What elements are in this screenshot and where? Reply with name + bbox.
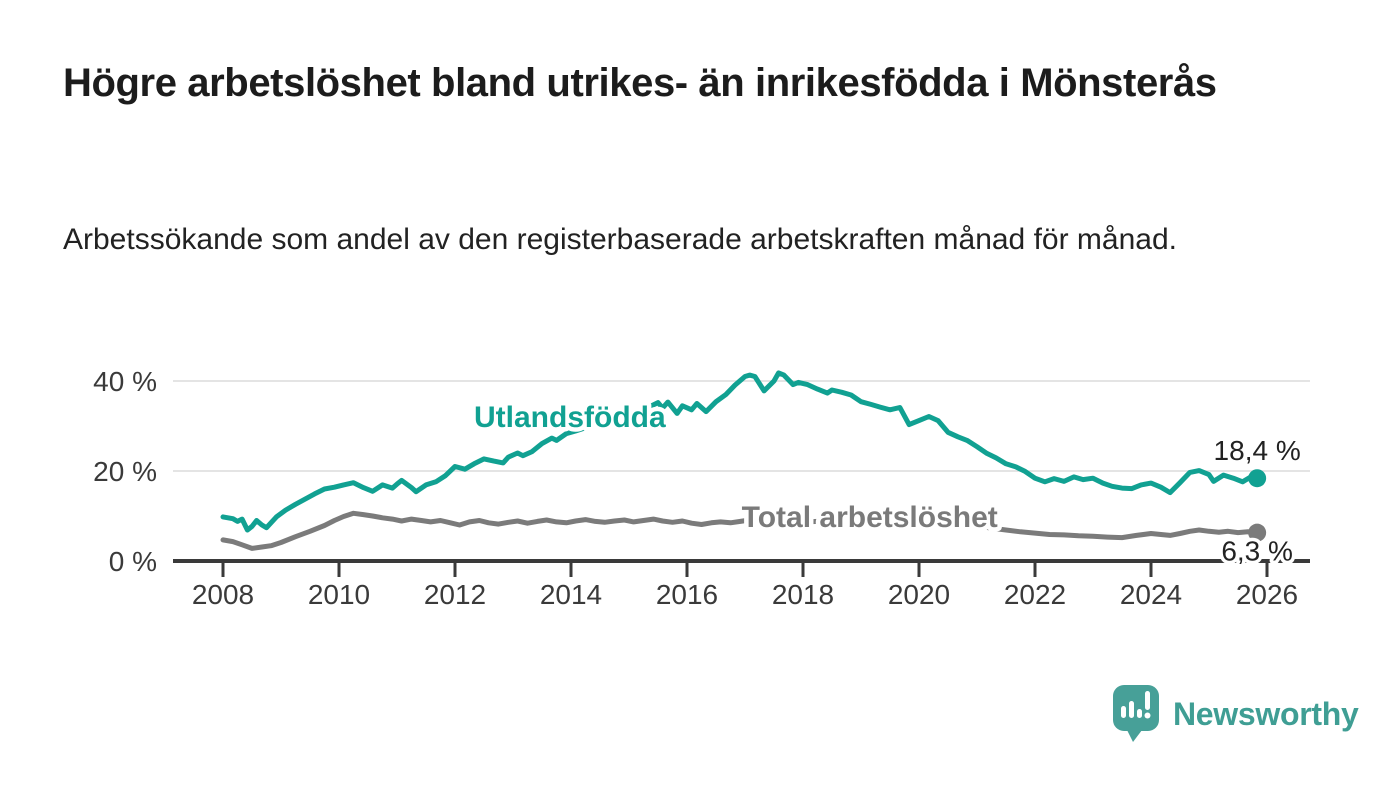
y-tick-label: 0 % xyxy=(109,546,157,577)
x-tick-label: 2010 xyxy=(308,579,370,610)
series-end-dot-total xyxy=(1248,523,1267,542)
x-tick-label: 2020 xyxy=(888,579,950,610)
series-end-value-utlandsfodda: 18,4 % xyxy=(1214,435,1301,466)
newsworthy-bubble-chart-icon xyxy=(1113,685,1159,742)
x-tick-label: 2012 xyxy=(424,579,486,610)
x-tick-label: 2018 xyxy=(772,579,834,610)
y-tick-label: 20 % xyxy=(93,456,157,487)
x-tick-label: 2026 xyxy=(1236,579,1298,610)
x-tick-label: 2024 xyxy=(1120,579,1182,610)
x-tick-label: 2022 xyxy=(1004,579,1066,610)
series-end-value-total: 6,3 % xyxy=(1221,536,1293,567)
x-tick-label: 2008 xyxy=(192,579,254,610)
series-line-total xyxy=(220,510,1260,551)
series-end-dot-utlandsfodda xyxy=(1248,469,1267,488)
series-label-utlandsfodda: Utlandsfödda xyxy=(474,401,666,434)
series-label-total: Total arbetslöshet xyxy=(742,501,998,534)
chart-subtitle: Arbetssökande som andel av den registerb… xyxy=(63,223,1177,256)
line-chart: 0 % 20 % 40 % 2008 2010 2012 2014 2016 2018 2020 2… xyxy=(93,366,1310,610)
y-tick-label: 40 % xyxy=(93,366,157,397)
brand-name: Newsworthy xyxy=(1173,695,1359,732)
series-line-utlandsfodda xyxy=(220,370,1260,533)
x-tick-label: 2014 xyxy=(540,579,602,610)
x-tick-label: 2016 xyxy=(656,579,718,610)
page-title: Högre arbetslöshet bland utrikes- än inr… xyxy=(63,61,1217,105)
newsworthy-logo: Newsworthy xyxy=(1112,684,1359,744)
